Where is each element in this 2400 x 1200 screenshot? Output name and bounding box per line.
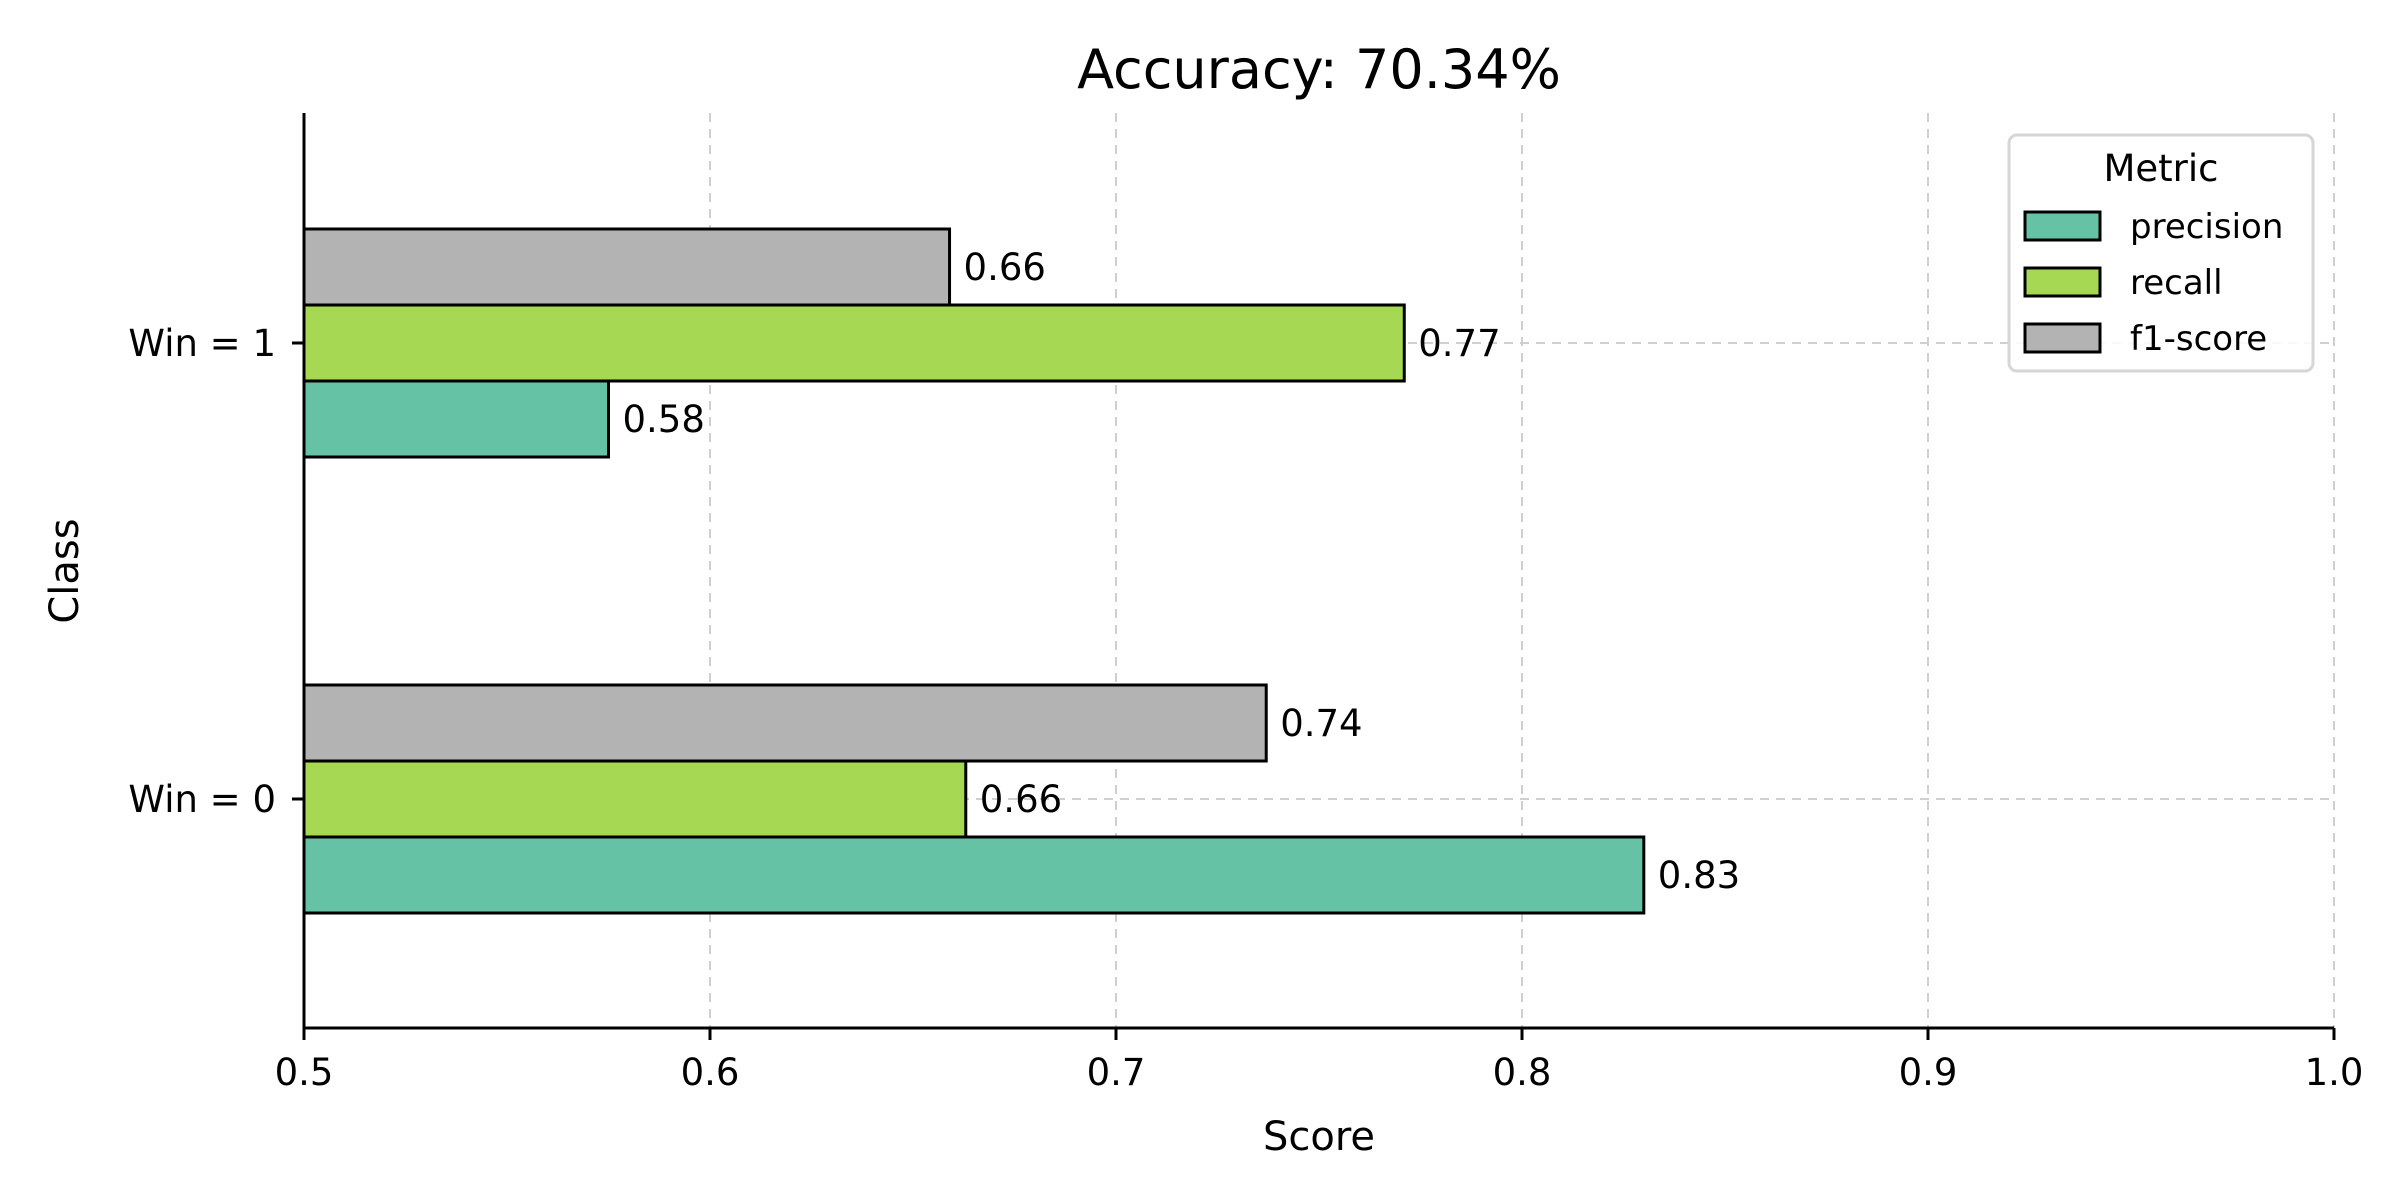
legend-label-f1-score: f1-score [2130, 319, 2267, 359]
bar-recall [302, 759, 968, 839]
value-label: 0.83 [1658, 854, 1740, 897]
value-label: 0.58 [623, 398, 705, 441]
bar-recall [302, 303, 1406, 383]
legend-swatch-precision [2023, 210, 2102, 242]
x-axis-title: Score [1263, 1114, 1375, 1160]
value-label: 0.66 [980, 778, 1062, 821]
y-tick-label: Win = 1 [128, 322, 276, 365]
legend-title: Metric [2103, 147, 2218, 190]
value-label-layer: 0.83 0.58 0.66 0.77 0.74 0.66 [623, 246, 1741, 897]
legend-label-recall: recall [2130, 263, 2223, 303]
x-tick-label: 1.0 [2305, 1051, 2364, 1094]
legend-items: precision recall f1-score [2023, 207, 2283, 359]
legend: Metric precision recall f1-score [2007, 133, 2315, 373]
bar-precision [302, 835, 1646, 915]
x-tick-label: 0.8 [1493, 1051, 1552, 1094]
x-tick-label: 0.6 [681, 1051, 740, 1094]
value-label: 0.74 [1280, 702, 1362, 745]
x-tick-label: 0.7 [1087, 1051, 1146, 1094]
x-tick-label: 0.5 [275, 1051, 334, 1094]
legend-swatch-recall [2023, 266, 2102, 298]
bar-f1-score [302, 683, 1268, 763]
y-tick-label: Win = 0 [128, 778, 276, 821]
bar-layer [302, 227, 1646, 915]
legend-swatch-f1-score [2023, 322, 2102, 354]
chart-title: Accuracy: 70.34% [1077, 38, 1561, 101]
y-axis-title: Class [42, 518, 88, 623]
bar-precision [302, 379, 610, 459]
legend-frame [2007, 133, 2315, 373]
x-tick-label: 0.9 [1899, 1051, 1958, 1094]
value-label: 0.77 [1418, 322, 1500, 365]
value-label: 0.66 [964, 246, 1046, 289]
axis-layer [302, 113, 2334, 1030]
bar-f1-score [302, 227, 952, 307]
tick-layer: 0.5 0.6 0.7 0.8 0.9 1.0 Win = 0 Win = 1 [128, 322, 2363, 1094]
legend-label-precision: precision [2130, 207, 2283, 247]
